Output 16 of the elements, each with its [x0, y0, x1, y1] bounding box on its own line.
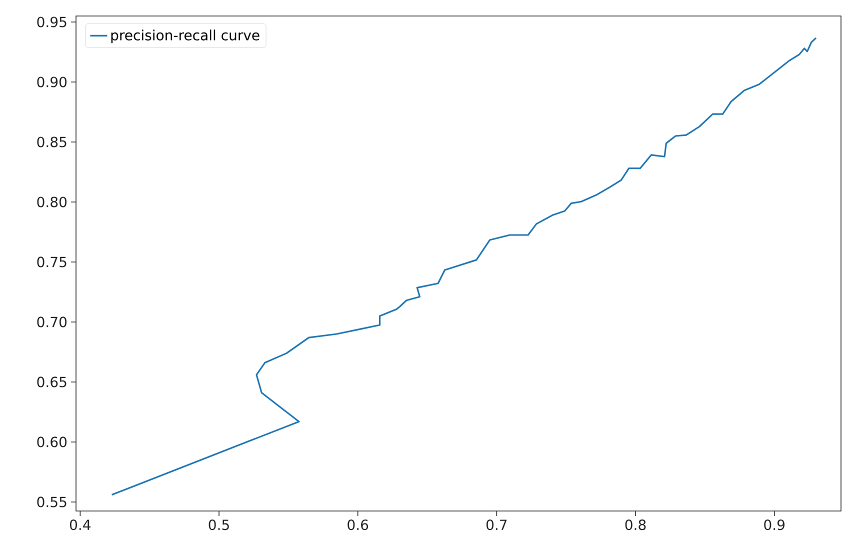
x-tick-label: 0.5: [208, 520, 229, 530]
x-tick-label: 0.6: [348, 520, 368, 530]
y-tick-label: 0.95: [37, 16, 66, 28]
y-tick-label: 0.85: [37, 136, 66, 148]
y-tick-label: 0.55: [37, 496, 66, 508]
y-tick-label: 0.60: [37, 436, 67, 448]
x-tick-label: 0.7: [486, 520, 507, 530]
x-tick-label: 0.9: [764, 520, 784, 530]
y-tick-label: 0.75: [37, 256, 66, 268]
y-tick-label: 0.80: [37, 196, 67, 208]
y-tick-label: 0.70: [37, 316, 67, 328]
x-tick-label: 0.4: [70, 520, 91, 530]
legend-label: precision-recall curve: [111, 30, 260, 44]
y-tick-label: 0.90: [37, 76, 67, 88]
y-tick-label: 0.65: [37, 376, 66, 388]
x-tick-label: 0.8: [625, 520, 646, 530]
